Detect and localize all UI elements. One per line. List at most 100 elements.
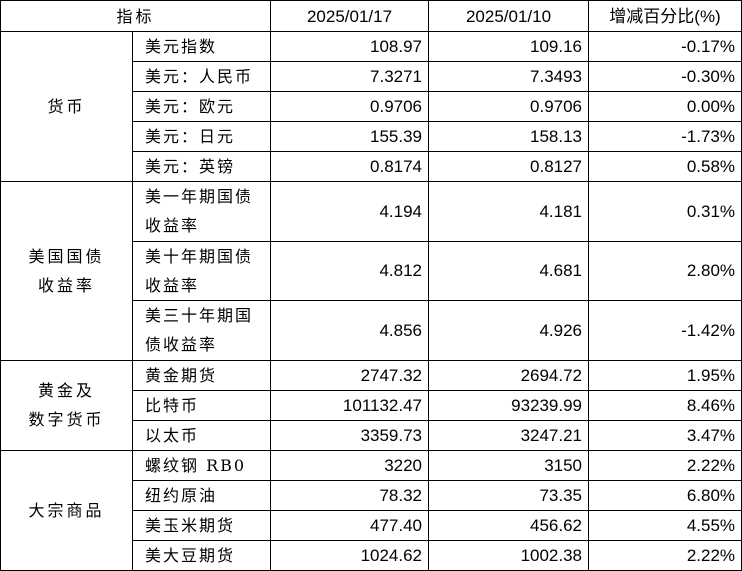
change-value: -0.17%: [588, 31, 742, 62]
change-value: 2.22%: [588, 449, 742, 481]
current-value: 7.3271: [270, 61, 430, 92]
change-value: 1.95%: [588, 359, 742, 391]
indicator-name: 美元：人民币: [131, 61, 272, 92]
indicator-name: 以太币: [131, 419, 272, 451]
indicator-name: 美大豆期货: [131, 539, 272, 571]
previous-value: 3247.21: [428, 419, 590, 451]
indicator-name: 美元：日元: [131, 121, 272, 152]
table-row: 美元：欧元 0.9706 0.9706 0.00%: [1, 91, 742, 122]
text-line: 美元：日元: [145, 127, 236, 146]
table-row: 黄金及 数字货币 黄金期货 2747.32 2694.72 1.95%: [0, 359, 742, 451]
text-line: 比特币: [145, 395, 200, 415]
previous-value: 4.926: [428, 300, 590, 361]
category-cell: 黄金及 数字货币: [0, 359, 133, 451]
text-line: 纽约原油: [145, 485, 218, 505]
category-cell: 货币: [0, 31, 133, 182]
text-line: 以太币: [145, 425, 200, 445]
current-value: 4.856: [270, 300, 430, 361]
change-value: 6.80%: [588, 479, 742, 511]
change-value: 8.46%: [588, 389, 742, 421]
change-value: -0.30%: [588, 61, 742, 92]
change-value: 4.55%: [588, 509, 742, 541]
current-value: 101132.47: [270, 389, 430, 421]
table-row: 以太币 3359.73 3247.21 3.47%: [1, 419, 742, 451]
current-value: 0.9706: [270, 91, 430, 122]
text-line: 螺纹钢 RB0: [145, 455, 247, 475]
current-value: 2747.32: [270, 359, 430, 391]
table-row: 货币 美元指数 108.97 109.16 -0.17%: [0, 31, 742, 182]
text-line: 美十年期国债: [145, 246, 254, 266]
indicator-name: 美一年期国债 收益率: [131, 181, 272, 242]
previous-value: 3150: [428, 449, 590, 481]
indicator-name: 美元指数: [131, 31, 272, 62]
text-line: 美元：人民币: [145, 67, 254, 86]
text-line: 数字货币: [28, 410, 105, 429]
text-line: 美国国债: [28, 246, 105, 266]
text-line: 收益率: [37, 275, 95, 295]
header-row: 指标 2025/01/17 2025/01/10 增减百分比(%): [0, 0, 742, 32]
text-line: 美大豆期货: [145, 545, 236, 565]
change-value: -1.42%: [588, 300, 742, 361]
indicator-name: 纽约原油: [131, 479, 272, 511]
previous-value: 0.9706: [428, 91, 590, 122]
indicator-name: 螺纹钢 RB0: [131, 449, 272, 481]
text-line: 美三十年期国: [145, 306, 254, 326]
text-line: 收益率: [145, 275, 200, 295]
indicator-name: 美十年期国债 收益率: [131, 240, 272, 301]
category-cell: 大宗商品: [0, 449, 133, 571]
table-row: 美玉米期货 477.40 456.62 4.55%: [1, 509, 742, 541]
text-line: 美玉米期货: [145, 515, 236, 535]
previous-value: 4.181: [428, 181, 590, 242]
text-line: 大宗商品: [28, 500, 105, 520]
previous-value: 2694.72: [428, 359, 590, 391]
previous-value: 4.681: [428, 240, 590, 301]
header-date-current: 2025/01/17: [270, 0, 430, 32]
previous-value: 456.62: [428, 509, 590, 541]
text-line: 美一年期国债: [145, 187, 254, 207]
change-value: 2.22%: [588, 539, 742, 571]
indicator-name: 美三十年期国 债收益率: [131, 300, 272, 361]
previous-value: 1002.38: [428, 539, 590, 571]
change-value: -1.73%: [588, 121, 742, 152]
header-indicator: 指标: [0, 0, 272, 32]
header-date-previous: 2025/01/10: [428, 0, 590, 32]
text-line: 美元指数: [145, 37, 218, 56]
change-value: 0.00%: [588, 91, 742, 122]
indicator-name: 黄金期货: [131, 359, 272, 391]
current-value: 4.812: [270, 240, 430, 301]
table-row: 大宗商品 螺纹钢 RB0 3220 3150 2.22%: [0, 449, 742, 571]
text-line: 货币: [47, 97, 86, 116]
current-value: 477.40: [270, 509, 430, 541]
previous-value: 93239.99: [428, 389, 590, 421]
current-value: 78.32: [270, 479, 430, 511]
header-change-percent: 增减百分比(%): [588, 0, 742, 32]
text-line: 黄金期货: [145, 365, 218, 385]
current-value: 3220: [270, 449, 430, 481]
indicator-name: 美玉米期货: [131, 509, 272, 541]
indicator-name: 美元：英镑: [131, 151, 272, 182]
change-value: 3.47%: [588, 419, 742, 451]
table-row: 美元：英镑 0.8174 0.8127 0.58%: [1, 151, 742, 182]
previous-value: 73.35: [428, 479, 590, 511]
table-row: 美十年期国债 收益率 4.812 4.681 2.80%: [1, 240, 742, 301]
indicator-name: 比特币: [131, 389, 272, 421]
change-value: 0.58%: [588, 151, 742, 182]
current-value: 4.194: [270, 181, 430, 242]
current-value: 0.8174: [270, 151, 430, 182]
current-value: 108.97: [270, 31, 430, 62]
table-row: 美元：日元 155.39 158.13 -1.73%: [1, 121, 742, 152]
table-row: 纽约原油 78.32 73.35 6.80%: [1, 479, 742, 511]
previous-value: 158.13: [428, 121, 590, 152]
text-line: 美元：欧元: [145, 97, 236, 116]
current-value: 3359.73: [270, 419, 430, 451]
table-row: 美国国债 收益率 美一年期国债 收益率 4.194 4.181 0.31%: [0, 181, 742, 361]
change-value: 0.31%: [588, 181, 742, 242]
table-row: 比特币 101132.47 93239.99 8.46%: [1, 389, 742, 421]
category-cell: 美国国债 收益率: [0, 181, 133, 361]
table-row: 美元：人民币 7.3271 7.3493 -0.30%: [1, 61, 742, 92]
current-value: 155.39: [270, 121, 430, 152]
previous-value: 109.16: [428, 31, 590, 62]
text-line: 黄金及: [37, 381, 95, 400]
previous-value: 0.8127: [428, 151, 590, 182]
